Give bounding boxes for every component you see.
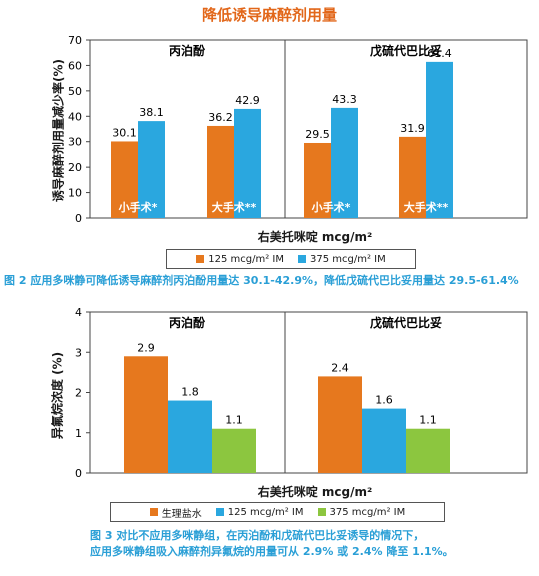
bar (111, 141, 138, 218)
bar (207, 125, 234, 218)
data-label: 61.4 (427, 47, 452, 60)
y-tick-label: 60 (68, 59, 82, 72)
y-axis-label: 异氟烷浓度 (%) (50, 351, 65, 440)
data-label: 1.1 (419, 414, 437, 427)
data-label: 29.5 (305, 128, 330, 141)
legend-swatch (215, 508, 224, 516)
legend-item: 生理盐水 (149, 505, 202, 520)
figure-2: 0 1 2 3 4 丙泊酚 2.9 1.8 1.1 戊硫代巴比妥 2.4 1.6 1.1 异氟烷浓度 (… (0, 300, 539, 576)
bar (318, 376, 362, 473)
data-label: 1.8 (181, 386, 199, 399)
legend-label: 375 mcg/m² IM (310, 253, 386, 265)
caption-line: 应用多咪静组吸入麻醉剂异氟烷的用量可从 2.9% 或 2.4% 降至 1.1%。 (90, 545, 454, 558)
bar (168, 400, 212, 473)
figure-caption: 图 2 应用多咪静可降低诱导麻醉剂丙泊酚用量达 30.1-42.9%，降低戊硫代… (4, 274, 519, 287)
figure-1: 降低诱导麻醉剂用量 0 10 20 30 40 50 60 70 丙泊酚 30.1 38.1 小手术*… (4, 6, 528, 287)
legend-item: 125 mcg/m² IM (196, 254, 284, 265)
y-tick-label: 20 (68, 161, 82, 174)
chart-1-plot: 0 10 20 30 40 50 60 70 丙泊酚 30.138.1 小手术* 36.242.9 大手… (68, 34, 528, 225)
y-tick-label: 4 (75, 306, 82, 319)
category-label: 小手术* (311, 200, 351, 214)
caption-line: 图 3 对比不应用多咪静组，在丙泊酚和戊硫代巴比妥诱导的情况下， (90, 529, 425, 542)
y-tick-label: 10 (68, 187, 82, 200)
legend: 125 mcg/m² IM 375 mcg/m² IM (166, 249, 416, 269)
bar (362, 408, 406, 473)
legend-item: 375 mcg/m² IM (317, 506, 406, 518)
y-tick-label: 0 (75, 467, 82, 480)
bar (138, 121, 165, 218)
data-label: 1.1 (225, 414, 243, 427)
chart-title: 降低诱导麻醉剂用量 (201, 6, 337, 24)
x-axis-label: 右美托咪啶 mcg/m² (257, 485, 373, 499)
bar (212, 428, 256, 473)
data-label: 2.4 (331, 361, 349, 374)
data-label: 42.9 (235, 94, 260, 107)
y-tick-label: 70 (68, 34, 82, 47)
y-tick-label: 30 (68, 136, 82, 149)
category-label: 大手术** (404, 200, 449, 214)
bar (331, 107, 358, 218)
data-label: 30.1 (112, 126, 137, 139)
bar (406, 428, 450, 473)
legend-label: 125 mcg/m² IM (208, 253, 284, 265)
data-label: 38.1 (139, 106, 164, 119)
legend-item: 125 mcg/m² IM (215, 506, 304, 518)
legend: 生理盐水 125 mcg/m² IM 375 mcg/m² IM (110, 502, 445, 522)
legend-swatch (196, 255, 205, 263)
data-label: 31.9 (400, 122, 425, 135)
legend-swatch (149, 508, 158, 516)
bar (124, 356, 168, 473)
legend-label: 375 mcg/m² IM (329, 506, 406, 518)
chart-2-plot: 0 1 2 3 4 丙泊酚 2.9 1.8 1.1 戊硫代巴比妥 2.4 1.6 1.1 (75, 306, 528, 480)
y-tick-label: 1 (75, 427, 82, 440)
y-tick-label: 3 (75, 346, 82, 359)
data-label: 2.9 (137, 341, 155, 354)
bar (304, 142, 331, 218)
bar (234, 108, 261, 218)
y-tick-label: 40 (68, 110, 82, 123)
y-axis-label: 诱导麻醉剂用量减少率(%) (51, 59, 66, 202)
y-tick-label: 0 (75, 212, 82, 225)
category-label: 大手术** (212, 200, 257, 214)
panel-title: 戊硫代巴比妥 (369, 315, 442, 330)
legend-label: 生理盐水 (161, 508, 202, 520)
panel-title: 丙泊酚 (169, 43, 206, 58)
panel-title: 戊硫代巴比妥 (369, 43, 442, 58)
data-label: 43.3 (332, 93, 357, 106)
figure-caption: 图 3 对比不应用多咪静组，在丙泊酚和戊硫代巴比妥诱导的情况下， 应用多咪静组吸… (90, 528, 454, 560)
legend-label: 125 mcg/m² IM (227, 506, 304, 518)
panel-title: 丙泊酚 (169, 315, 206, 330)
legend-swatch (317, 508, 326, 516)
x-axis-label: 右美托咪啶 mcg/m² (257, 230, 373, 244)
legend-swatch (298, 255, 306, 263)
y-tick-label: 2 (75, 387, 82, 400)
bar (399, 136, 426, 218)
category-label: 小手术* (118, 200, 158, 214)
data-label: 1.6 (375, 394, 393, 407)
legend-item: 375 mcg/m² IM (298, 254, 386, 265)
y-tick-label: 50 (68, 85, 82, 98)
data-label: 36.2 (208, 111, 233, 124)
bar (426, 61, 453, 218)
